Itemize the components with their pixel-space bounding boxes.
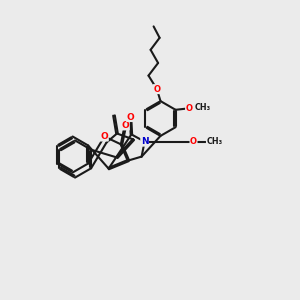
Text: CH₃: CH₃ [194, 103, 211, 112]
Text: O: O [186, 104, 193, 113]
Text: O: O [153, 85, 161, 94]
Text: O: O [127, 112, 134, 122]
Text: O: O [100, 132, 108, 141]
Text: O: O [190, 137, 197, 146]
Text: CH₃: CH₃ [206, 137, 223, 146]
Text: O: O [122, 121, 129, 130]
Text: N: N [141, 137, 148, 146]
